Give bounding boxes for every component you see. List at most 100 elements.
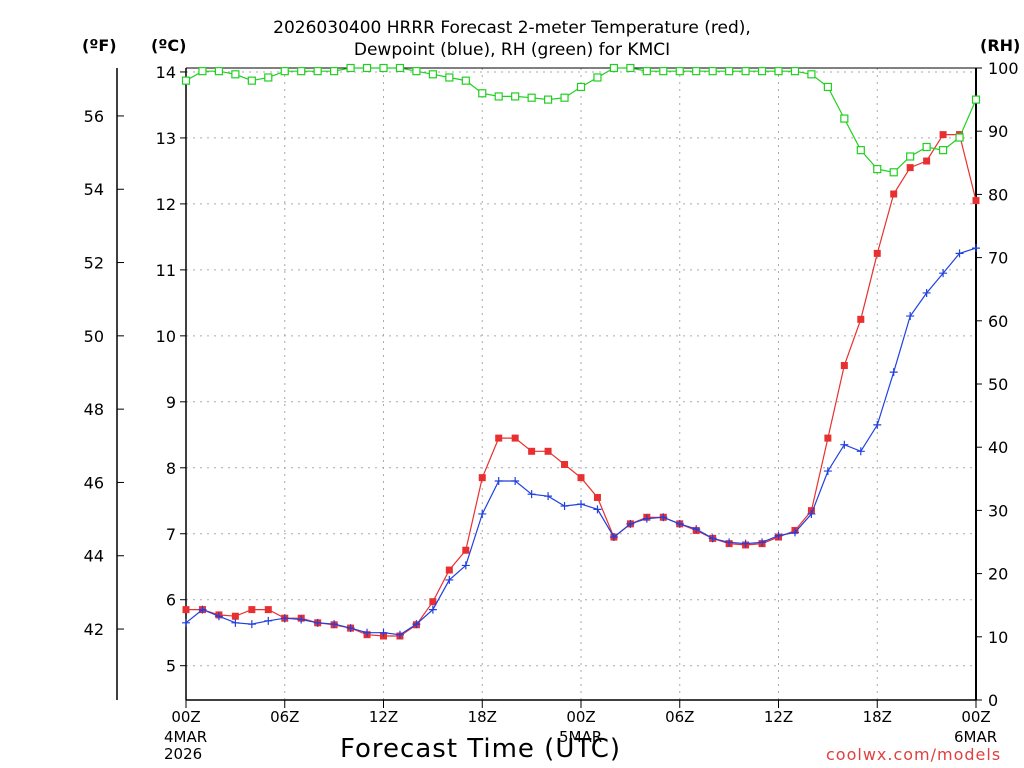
rh-point — [494, 92, 503, 101]
dewpoint-point — [247, 620, 256, 629]
fahrenheit-tick-label: 54 — [84, 180, 104, 199]
temperature-point — [939, 131, 947, 139]
dewpoint-point — [972, 244, 980, 253]
temperature-point — [857, 315, 865, 323]
dewpoint-point — [593, 505, 602, 514]
rh-axis-unit: (RH) — [980, 36, 1021, 55]
rh-tick-label: 0 — [988, 691, 998, 710]
dewpoint-point — [692, 525, 701, 534]
temperature-point — [231, 612, 239, 620]
rh-point — [609, 63, 619, 73]
rh-point — [543, 95, 553, 104]
temperature-point — [511, 434, 519, 442]
dewpoint-point — [544, 492, 553, 501]
dewpoint-point — [758, 538, 767, 547]
x-tick-label: 12Z — [369, 708, 398, 726]
temperature-point — [923, 157, 931, 165]
celsius-tick-label: 6 — [166, 591, 176, 610]
dewpoint-point — [330, 620, 339, 629]
rh-tick-label: 60 — [988, 312, 1008, 331]
rh-point — [642, 67, 651, 76]
grid-lines — [186, 68, 976, 700]
rh-point — [774, 67, 783, 76]
dewpoint-point — [560, 502, 569, 511]
temperature-point — [873, 249, 881, 257]
rh-point — [264, 73, 273, 82]
rh-point — [971, 95, 981, 104]
dewpoint-point — [889, 368, 898, 377]
dewpoint-point — [264, 616, 273, 625]
x-tick-label: 12Z — [764, 708, 793, 726]
fahrenheit-tick-label: 48 — [84, 400, 104, 419]
dewpoint-point — [511, 476, 520, 485]
dewpoint-point — [214, 612, 223, 621]
x-tick-label: 00Z — [566, 708, 595, 726]
dewpoint-point — [494, 476, 503, 485]
rh-point — [527, 93, 536, 102]
rh-point — [576, 82, 586, 92]
temperature-point — [478, 474, 486, 482]
celsius-axis-unit: (ºC) — [151, 36, 187, 55]
x-axis-title: Forecast Time (UTC) — [340, 734, 622, 764]
rh-point — [478, 89, 487, 98]
temperature-point — [906, 164, 914, 172]
dewpoint-point — [856, 447, 865, 456]
rh-point — [889, 168, 898, 177]
temperature-point — [824, 434, 832, 442]
temperature-point — [445, 566, 453, 574]
dewpoint-point — [280, 614, 289, 623]
fahrenheit-tick-label: 56 — [84, 107, 104, 126]
fahrenheit-tick-label: 44 — [84, 547, 104, 566]
dewpoint-point — [873, 420, 882, 429]
dewpoint-point — [939, 269, 948, 278]
rh-point — [938, 146, 948, 155]
rh-point — [856, 146, 865, 155]
dewpoint-point — [363, 628, 372, 637]
dewpoint-point — [725, 538, 734, 547]
x-tick-label: 18Z — [863, 708, 892, 726]
x-tick-label: 18Z — [468, 708, 497, 726]
dewpoint-point — [840, 440, 849, 449]
fahrenheit-axis-unit: (ºF) — [82, 36, 117, 55]
fahrenheit-tick-label: 42 — [84, 620, 104, 639]
x-tick-label: 06Z — [665, 708, 694, 726]
dewpoint-point — [478, 509, 487, 518]
celsius-tick-label: 8 — [166, 459, 176, 478]
rh-tick-label: 70 — [988, 249, 1008, 268]
rh-point — [445, 73, 454, 82]
rh-point — [511, 92, 520, 101]
rh-point — [906, 152, 915, 161]
rh-point — [692, 67, 701, 76]
celsius-tick-label: 7 — [166, 525, 176, 544]
rh-point — [790, 67, 800, 76]
dewpoint-point — [955, 249, 964, 258]
dewpoint-point — [823, 467, 832, 476]
temperature-point — [593, 493, 601, 501]
dewpoint-point — [182, 618, 190, 627]
x-tick-label: 00Z — [171, 708, 200, 726]
temperature-point — [890, 190, 898, 198]
rh-point — [181, 76, 191, 85]
temperature-point — [544, 447, 552, 455]
rh-point — [659, 67, 668, 76]
rh-point — [461, 76, 470, 85]
dewpoint-point — [445, 575, 454, 584]
dewpoint-point — [790, 528, 799, 537]
dewpoint-point — [379, 628, 388, 637]
fahrenheit-tick-label: 52 — [84, 254, 104, 273]
data-series — [181, 63, 981, 640]
temperature-point — [577, 474, 585, 482]
dewpoint-point — [642, 514, 651, 523]
temperature-point — [264, 606, 272, 614]
temperature-point — [840, 362, 848, 370]
temperature-point — [462, 546, 470, 554]
fahrenheit-tick-label: 46 — [84, 473, 104, 492]
dewpoint-point — [922, 288, 931, 297]
temperature-point — [561, 460, 569, 468]
temperature-point — [972, 197, 980, 205]
rh-tick-label: 100 — [988, 59, 1019, 78]
mid-date: 5MAR — [559, 728, 603, 746]
rh-point — [297, 67, 306, 76]
dewpoint-point — [906, 312, 915, 321]
